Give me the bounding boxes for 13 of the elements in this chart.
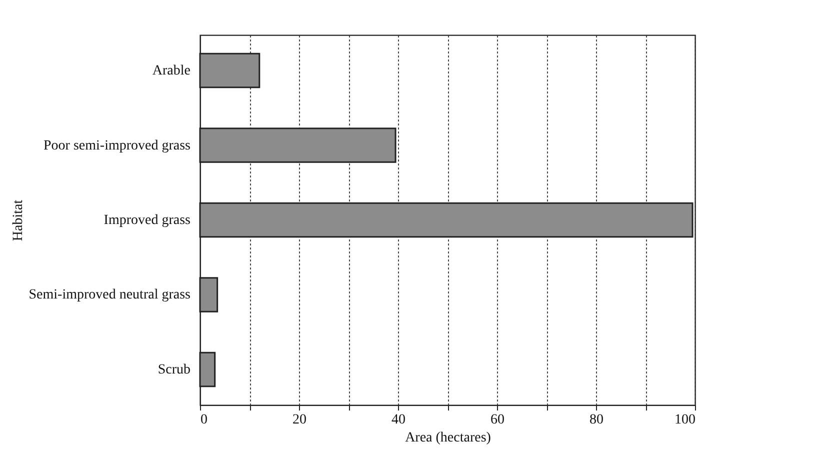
y-tick-label: Semi-improved neutral grass [28, 288, 190, 303]
y-tick-label: Arable [152, 64, 190, 79]
x-tick-label: 80 [590, 412, 604, 428]
x-axis-title: Area (hectares) [405, 430, 492, 446]
x-tick-label: 100 [674, 412, 696, 428]
x-tick-label: 0 [200, 412, 208, 428]
x-tick-label: 60 [490, 412, 504, 428]
y-tick-label: Poor semi-improved grass [44, 138, 190, 154]
y-axis-title: Habitat [10, 200, 26, 242]
y-tick-label: Improved grass [104, 213, 190, 228]
x-tick-label: 20 [292, 412, 306, 428]
y-tick-label: Scrub [158, 362, 190, 378]
x-tick-label: 40 [392, 412, 406, 428]
